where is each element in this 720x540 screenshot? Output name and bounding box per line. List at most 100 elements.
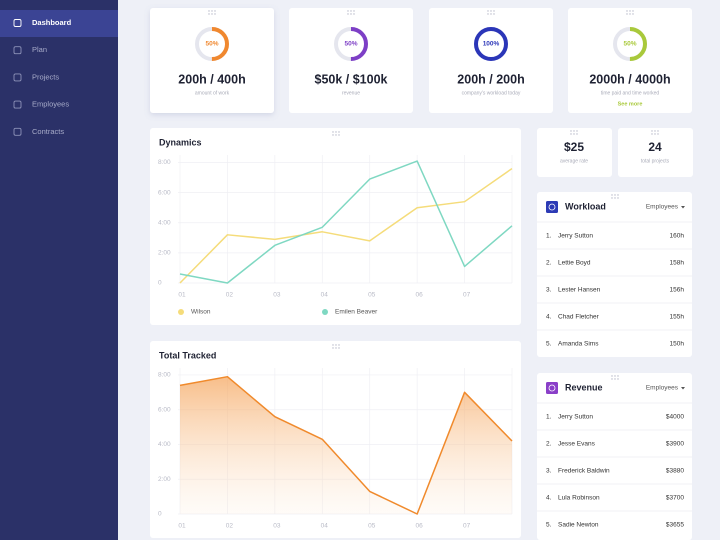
drag-handle-dot — [611, 378, 613, 380]
drag-handle-dot — [332, 134, 334, 136]
row-name: Jesse Evans — [558, 441, 596, 448]
donut-arc — [195, 27, 229, 61]
drag-handle-dot — [338, 344, 340, 346]
small-stat-caption: average rate — [560, 158, 588, 164]
chart-card — [150, 128, 521, 325]
drag-handle-dot — [350, 13, 352, 15]
row-value: $4000 — [666, 414, 684, 421]
dropdown-caret — [681, 206, 685, 209]
drag-handle-dot — [570, 133, 572, 135]
legend-swatch — [322, 309, 328, 315]
sidebar — [0, 0, 118, 540]
drag-handle-dot — [335, 347, 337, 349]
row-value: 150h — [670, 341, 685, 348]
drag-handle-dot — [617, 197, 619, 199]
menu-icon — [13, 46, 22, 55]
x-tick-label: 02 — [226, 292, 234, 299]
row-name: Lester Hansen — [558, 287, 601, 294]
row-name: Amanda Sims — [558, 341, 599, 348]
row-rank: 3. — [546, 468, 552, 475]
menu-item[interactable]: Dashboard — [32, 18, 72, 27]
drag-handle-dot — [629, 13, 631, 15]
drag-handle-dot — [614, 378, 616, 380]
drag-handle-dot — [214, 10, 216, 12]
row-value: 156h — [670, 287, 685, 294]
y-tick-label: 0 — [158, 280, 162, 287]
stat-caption: revenue — [342, 90, 360, 96]
drag-handle-dot — [208, 13, 210, 15]
x-tick-label: 04 — [321, 523, 329, 530]
row-name: Frederick Baldwin — [558, 468, 610, 475]
drag-handle-dot — [657, 130, 659, 132]
menu-item[interactable]: Contracts — [32, 127, 64, 136]
drag-handle-dot — [617, 194, 619, 196]
menu-icon — [13, 73, 22, 82]
list-title: Workload — [565, 201, 606, 211]
small-stat-card — [618, 128, 693, 177]
x-tick-label: 02 — [226, 523, 234, 530]
drag-handle-dot — [576, 130, 578, 132]
drag-handle-dot — [614, 197, 616, 199]
y-tick-label: 4:00 — [158, 219, 171, 226]
row-name: Jerry Sutton — [558, 233, 593, 240]
chart-title: Total Tracked — [159, 350, 216, 360]
drag-handle-dot — [632, 10, 634, 12]
legend-label: Emilen Beaver — [335, 309, 378, 316]
drag-handle-dot — [626, 13, 628, 15]
drag-handle-dot — [347, 10, 349, 12]
donut-label: 100% — [483, 41, 500, 48]
y-tick-label: 8:00 — [158, 372, 171, 379]
donut-arc — [613, 27, 647, 61]
dropdown-caret — [681, 387, 685, 390]
series-line — [179, 167, 513, 284]
list-filter[interactable]: Employees — [646, 385, 679, 392]
drag-handle-dot — [651, 133, 653, 135]
row-rank: 4. — [546, 314, 552, 321]
area-fill — [180, 376, 512, 514]
row-rank: 2. — [546, 260, 552, 267]
x-tick-label: 06 — [416, 523, 424, 530]
legend-swatch — [178, 309, 184, 315]
drag-handle-dot — [570, 130, 572, 132]
y-tick-label: 8:00 — [158, 159, 171, 166]
series-line — [179, 160, 513, 284]
list-icon-glyph — [548, 384, 556, 392]
drag-handle-dot — [487, 10, 489, 12]
y-tick-label: 2:00 — [158, 476, 171, 483]
see-more-link[interactable]: See more — [618, 101, 643, 107]
menu-item[interactable]: Projects — [32, 72, 59, 81]
row-name: Chad Fletcher — [558, 314, 600, 321]
row-name: Lula Robinson — [558, 495, 600, 502]
row-rank: 1. — [546, 414, 552, 421]
menu-icon — [13, 127, 22, 136]
drag-handle-dot — [335, 134, 337, 136]
donut-label: 50% — [344, 41, 357, 48]
list-card — [537, 192, 692, 357]
drag-handle-dot — [490, 10, 492, 12]
drag-handle-dot — [211, 10, 213, 12]
drag-handle-dot — [487, 13, 489, 15]
row-value: 160h — [670, 233, 685, 240]
menu-item[interactable]: Employees — [32, 100, 69, 109]
drag-handle-dot — [211, 13, 213, 15]
menu-icon — [13, 19, 22, 27]
x-tick-label: 01 — [178, 292, 186, 299]
active-menu-bg — [0, 10, 118, 37]
x-tick-label: 06 — [416, 292, 424, 299]
row-name: Jerry Sutton — [558, 414, 593, 421]
drag-handle-dot — [332, 344, 334, 346]
row-value: $3900 — [666, 441, 684, 448]
drag-handle-dot — [214, 13, 216, 15]
drag-handle-dot — [617, 378, 619, 380]
small-stat-card — [537, 128, 612, 177]
x-tick-label: 01 — [178, 523, 186, 530]
list-icon-glyph — [548, 203, 556, 211]
x-tick-label: 03 — [273, 523, 281, 530]
list-filter[interactable]: Employees — [646, 204, 679, 211]
x-tick-label: 03 — [273, 292, 281, 299]
stat-value: 200h / 200h — [457, 72, 524, 86]
menu-item[interactable]: Plan — [32, 45, 47, 54]
drag-handle-dot — [338, 347, 340, 349]
list-icon — [546, 201, 558, 213]
